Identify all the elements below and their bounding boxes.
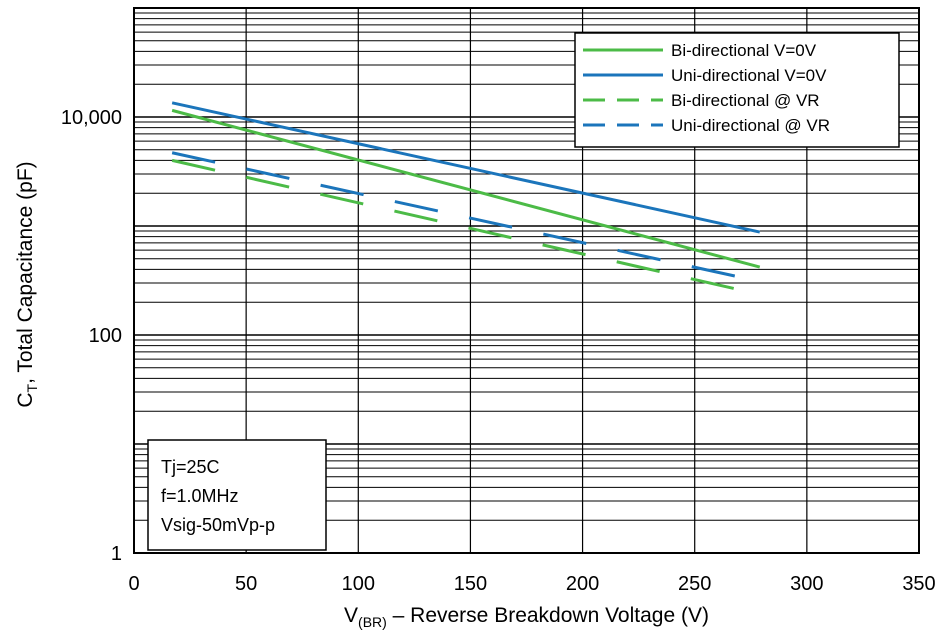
x-axis-label-rest: – Reverse Breakdown Voltage (V) [387, 604, 709, 627]
legend-entry: Uni-directional @ VR [671, 116, 830, 135]
plot-frame [133, 7, 920, 554]
series-line [171, 158, 740, 292]
y-tick-label: 10,000 [61, 107, 122, 129]
y-axis-label: CT, Total Capacitance (pF) [14, 161, 40, 407]
conditions-line: f=1.0MHz [161, 486, 239, 506]
x-tick-label: 100 [342, 573, 375, 595]
x-axis-label-subscript: (BR) [358, 614, 387, 630]
x-tick-label: 300 [790, 573, 823, 595]
legend-box [574, 32, 900, 148]
conditions-box [147, 439, 327, 551]
x-tick-label: 250 [678, 573, 711, 595]
y-tick-label: 100 [89, 325, 122, 347]
series-layer [171, 101, 761, 292]
x-tick-label: 350 [902, 573, 935, 595]
legend: Bi-directional V=0V Uni-directional V=0V B… [574, 32, 900, 148]
conditions-note: Tj=25C f=1.0MHz Vsig-50mVp-p [147, 439, 327, 551]
x-axis-label-main: V [344, 604, 358, 627]
legend-entry: Bi-directional @ VR [671, 91, 820, 110]
series-line [171, 151, 740, 279]
tick-labels: 0 50 100 150 200 250 300 350 1 100 10,000 [61, 107, 936, 595]
y-tick-label: 1 [111, 543, 122, 565]
y-axis-label-subscript: T [24, 383, 40, 392]
y-axis-label-main: C [14, 392, 37, 407]
conditions-line: Tj=25C [161, 457, 220, 477]
series-line [171, 101, 761, 234]
conditions-line: Vsig-50mVp-p [161, 515, 275, 535]
series-line [171, 108, 761, 269]
y-axis-label-rest: , Total Capacitance (pF) [14, 161, 37, 384]
x-tick-label: 200 [566, 573, 599, 595]
x-tick-label: 50 [235, 573, 257, 595]
x-tick-label: 0 [128, 573, 139, 595]
legend-entry: Uni-directional V=0V [671, 66, 827, 85]
x-tick-label: 150 [454, 573, 487, 595]
legend-entry: Bi-directional V=0V [671, 41, 817, 60]
x-axis-label: V(BR) – Reverse Breakdown Voltage (V) [344, 604, 709, 630]
